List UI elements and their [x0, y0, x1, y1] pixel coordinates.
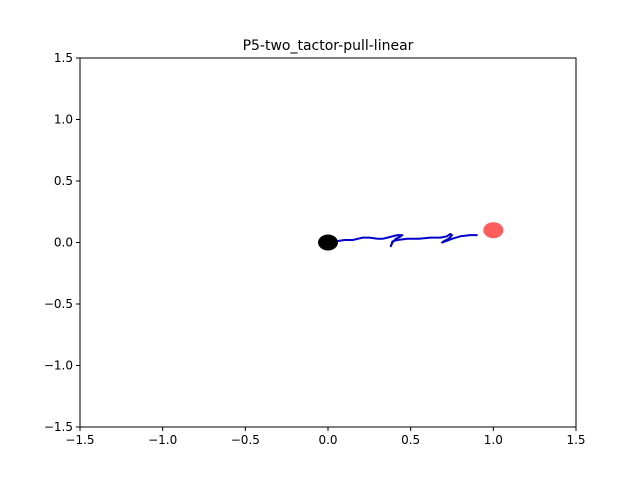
y-axis: −1.5 −1.0 −0.5 0.0 0.5 1.0 1.5 [44, 51, 80, 434]
trajectory-line [323, 232, 478, 248]
x-tick-label: −1.5 [65, 433, 94, 447]
x-tick-label: 0.0 [318, 433, 337, 447]
y-tick-label: −1.5 [44, 420, 73, 434]
y-tick-label: 1.5 [54, 51, 73, 65]
y-tick-label: −1.0 [44, 359, 73, 373]
x-tick-label: −0.5 [231, 433, 260, 447]
marker-layer [318, 222, 504, 251]
y-tick-label: 0.5 [54, 174, 73, 188]
chart-title: P5-two_tactor-pull-linear [243, 38, 414, 54]
y-tick-label: −0.5 [44, 297, 73, 311]
target-marker [483, 222, 504, 239]
x-tick-label: −1.0 [148, 433, 177, 447]
start-marker [318, 234, 338, 251]
series-layer [323, 232, 478, 248]
y-tick-label: 0.0 [54, 236, 73, 250]
x-tick-label: 0.5 [401, 433, 420, 447]
x-tick-label: 1.0 [484, 433, 503, 447]
x-tick-label: 1.5 [566, 433, 585, 447]
x-axis: −1.5 −1.0 −0.5 0.0 0.5 1.0 1.5 [65, 427, 586, 447]
y-tick-label: 1.0 [54, 113, 73, 127]
